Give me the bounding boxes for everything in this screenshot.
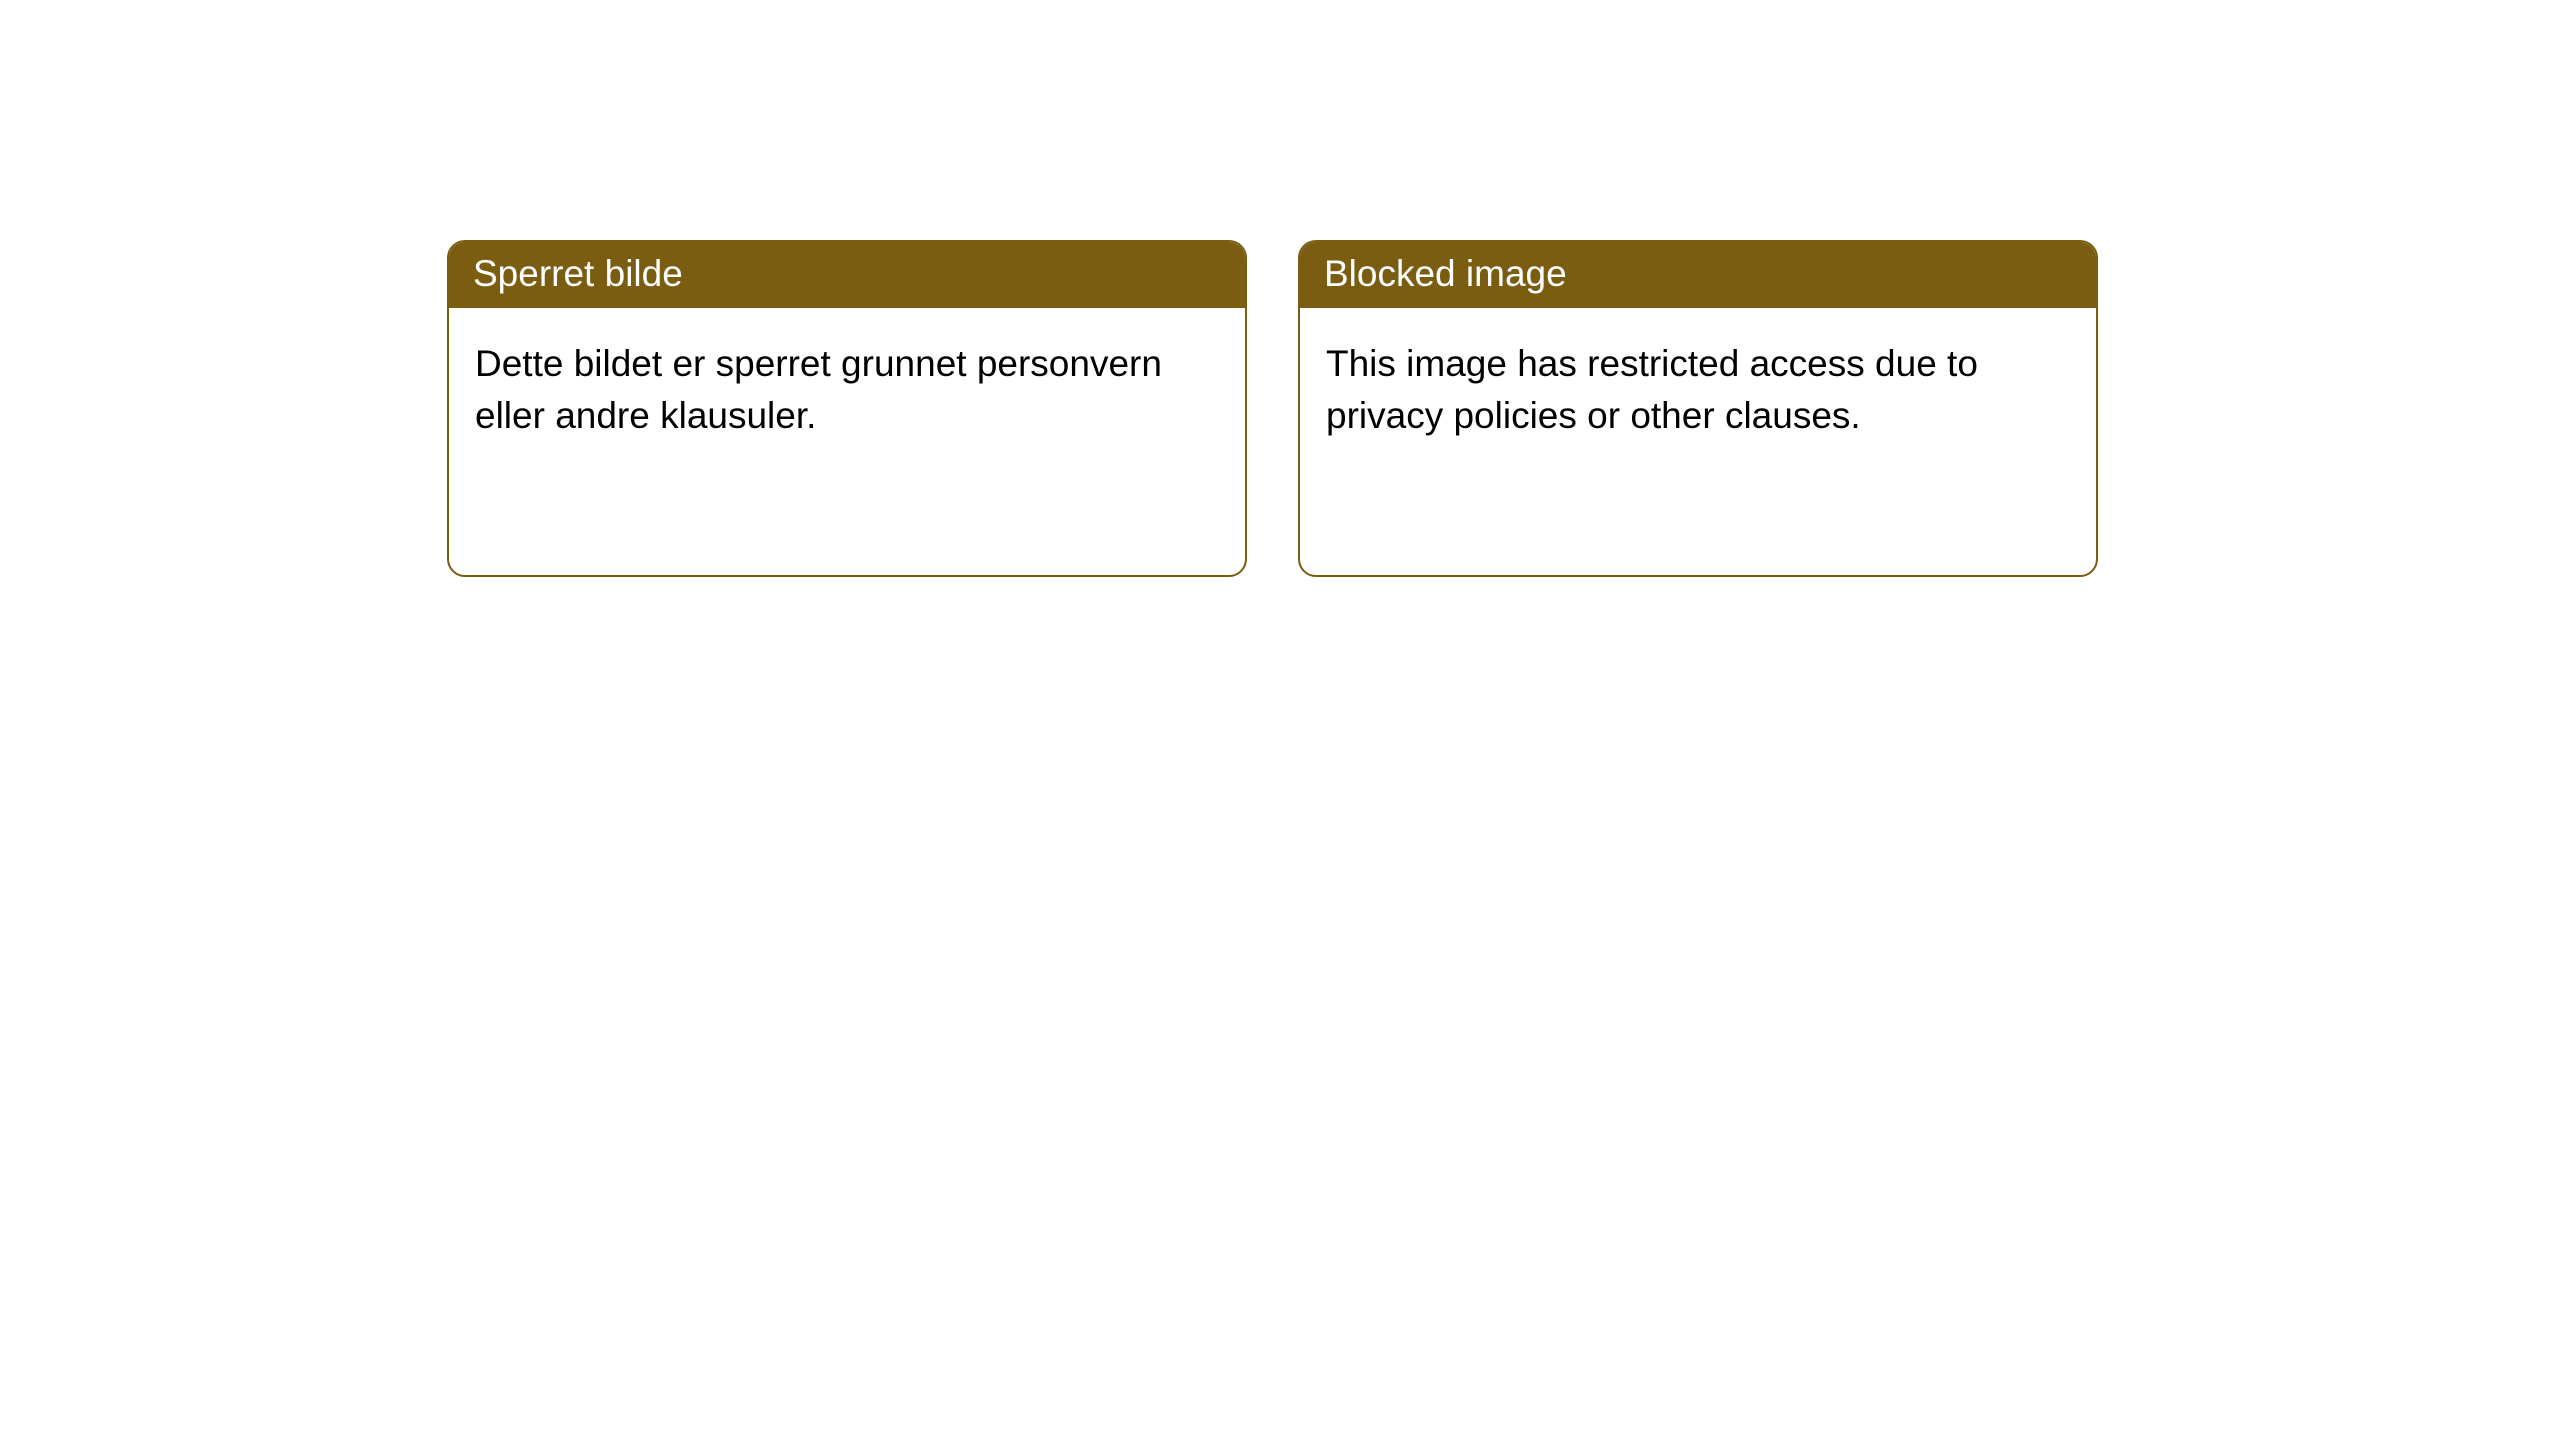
notice-body-english: This image has restricted access due to … — [1300, 308, 2096, 472]
notice-body-norwegian: Dette bildet er sperret grunnet personve… — [449, 308, 1245, 472]
notice-title-english: Blocked image — [1300, 242, 2096, 308]
notice-card-norwegian: Sperret bilde Dette bildet er sperret gr… — [447, 240, 1247, 577]
notice-container: Sperret bilde Dette bildet er sperret gr… — [0, 0, 2560, 577]
notice-card-english: Blocked image This image has restricted … — [1298, 240, 2098, 577]
notice-title-norwegian: Sperret bilde — [449, 242, 1245, 308]
